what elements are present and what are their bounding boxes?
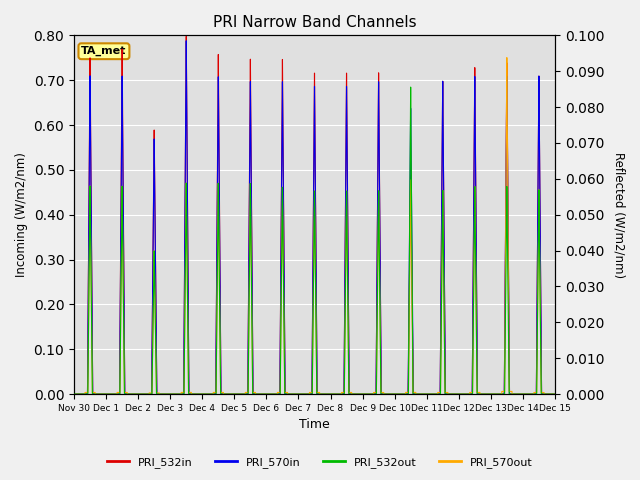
- X-axis label: Time: Time: [299, 419, 330, 432]
- Title: PRI Narrow Band Channels: PRI Narrow Band Channels: [212, 15, 416, 30]
- Y-axis label: Incoming (W/m2/nm): Incoming (W/m2/nm): [15, 152, 28, 277]
- Text: TA_met: TA_met: [81, 46, 127, 56]
- Y-axis label: Reflected (W/m2/nm): Reflected (W/m2/nm): [612, 152, 625, 278]
- Legend: PRI_532in, PRI_570in, PRI_532out, PRI_570out: PRI_532in, PRI_570in, PRI_532out, PRI_57…: [102, 452, 538, 472]
